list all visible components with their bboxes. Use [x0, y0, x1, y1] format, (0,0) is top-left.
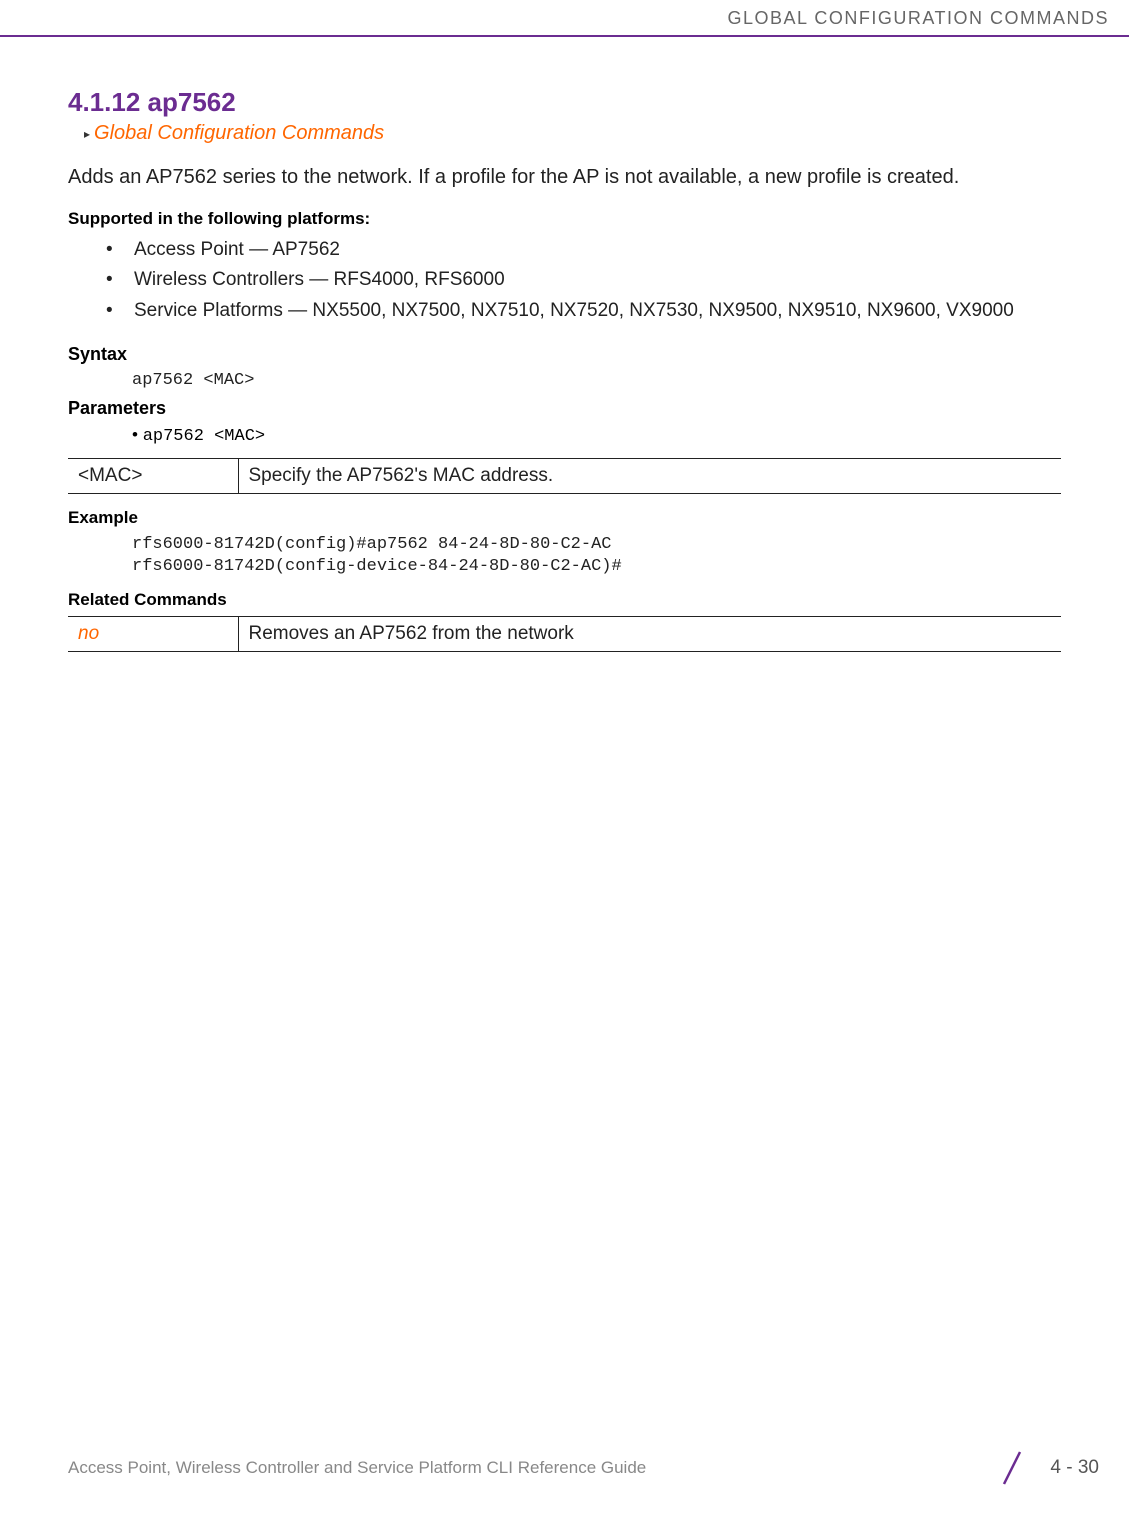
parameters-bullet: • ap7562 <MAC> — [132, 425, 1061, 446]
parameters-heading: Parameters — [68, 398, 1061, 419]
related-heading: Related Commands — [68, 590, 1061, 610]
platform-list: Access Point — AP7562 Wireless Controlle… — [106, 235, 1061, 326]
page-content: 4.1.12 ap7562 ▸ Global Configuration Com… — [0, 37, 1129, 652]
platform-list-item: Service Platforms — NX5500, NX7500, NX75… — [106, 296, 1061, 326]
parameters-bullet-code: ap7562 <MAC> — [143, 427, 265, 446]
param-desc-cell: Specify the AP7562's MAC address. — [238, 459, 1061, 494]
parameters-table: <MAC> Specify the AP7562's MAC address. — [68, 458, 1061, 494]
page-footer: Access Point, Wireless Controller and Se… — [0, 1448, 1129, 1488]
syntax-heading: Syntax — [68, 344, 1061, 365]
supported-heading: Supported in the following platforms: — [68, 209, 1061, 229]
related-cmd-cell[interactable]: no — [68, 617, 238, 652]
syntax-code: ap7562 <MAC> — [132, 371, 1061, 390]
example-code: rfs6000-81742D(config)#ap7562 84-24-8D-8… — [132, 534, 1061, 578]
section-number-heading: 4.1.12 ap7562 — [68, 87, 1061, 118]
footer-page-number: 4 - 30 — [1050, 1457, 1099, 1479]
breadcrumb: ▸ Global Configuration Commands — [84, 122, 1061, 145]
breadcrumb-link[interactable]: Global Configuration Commands — [94, 122, 384, 145]
header-title: GLOBAL CONFIGURATION COMMANDS — [727, 8, 1109, 28]
section-description: Adds an AP7562 series to the network. If… — [68, 163, 1061, 191]
breadcrumb-arrow-icon: ▸ — [84, 127, 90, 141]
footer-right: 4 - 30 — [998, 1448, 1099, 1488]
platform-list-item: Wireless Controllers — RFS4000, RFS6000 — [106, 265, 1061, 295]
platform-list-item: Access Point — AP7562 — [106, 235, 1061, 265]
table-row: <MAC> Specify the AP7562's MAC address. — [68, 459, 1061, 494]
param-name-cell: <MAC> — [68, 459, 238, 494]
footer-slash-icon — [998, 1448, 1026, 1488]
table-row: no Removes an AP7562 from the network — [68, 617, 1061, 652]
page-header: GLOBAL CONFIGURATION COMMANDS — [0, 0, 1129, 37]
related-desc-cell: Removes an AP7562 from the network — [238, 617, 1061, 652]
example-heading: Example — [68, 508, 1061, 528]
footer-guide-title: Access Point, Wireless Controller and Se… — [68, 1458, 646, 1478]
related-commands-table: no Removes an AP7562 from the network — [68, 616, 1061, 652]
